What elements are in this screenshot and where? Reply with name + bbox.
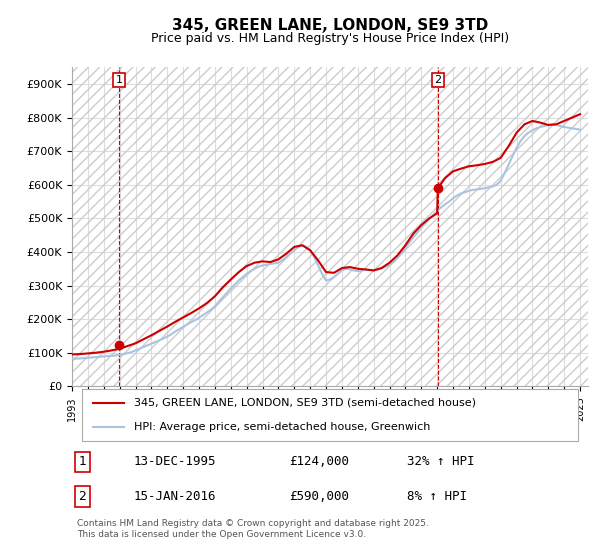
Text: HPI: Average price, semi-detached house, Greenwich: HPI: Average price, semi-detached house,… xyxy=(134,422,430,432)
Text: 13-DEC-1995: 13-DEC-1995 xyxy=(134,455,217,468)
Text: 1: 1 xyxy=(115,75,122,85)
Text: 1: 1 xyxy=(79,455,86,468)
Text: Price paid vs. HM Land Registry's House Price Index (HPI): Price paid vs. HM Land Registry's House … xyxy=(151,31,509,45)
Text: 2: 2 xyxy=(434,75,442,85)
FancyBboxPatch shape xyxy=(82,389,578,441)
Text: £124,000: £124,000 xyxy=(289,455,349,468)
Text: Contains HM Land Registry data © Crown copyright and database right 2025.
This d: Contains HM Land Registry data © Crown c… xyxy=(77,519,429,539)
Text: 32% ↑ HPI: 32% ↑ HPI xyxy=(407,455,475,468)
Text: 345, GREEN LANE, LONDON, SE9 3TD (semi-detached house): 345, GREEN LANE, LONDON, SE9 3TD (semi-d… xyxy=(134,398,476,408)
Text: 2: 2 xyxy=(79,490,86,503)
Text: £590,000: £590,000 xyxy=(289,490,349,503)
Text: 345, GREEN LANE, LONDON, SE9 3TD: 345, GREEN LANE, LONDON, SE9 3TD xyxy=(172,18,488,32)
Text: 8% ↑ HPI: 8% ↑ HPI xyxy=(407,490,467,503)
Text: 15-JAN-2016: 15-JAN-2016 xyxy=(134,490,217,503)
